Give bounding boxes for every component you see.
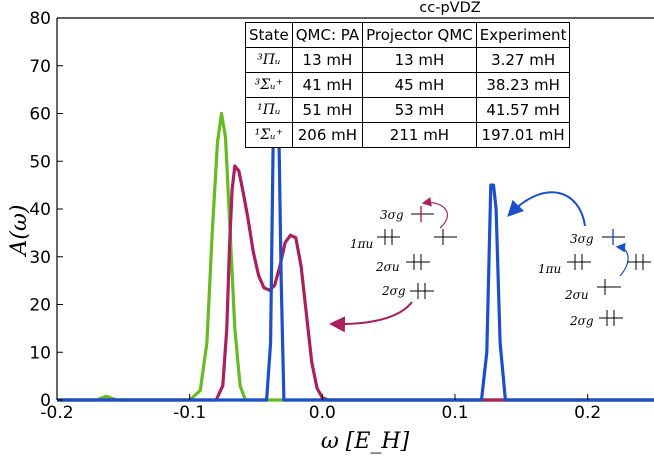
table-cell: 45 mH bbox=[362, 72, 477, 98]
table-cell: 197.01 mH bbox=[475, 122, 571, 148]
table-cell: 13 mH bbox=[362, 47, 477, 73]
table-row: ³Πᵤ 13 mH 13 mH 3.27 mH bbox=[245, 47, 571, 73]
orbital-diagram-left: 3σg 1πu 2σu 2σg bbox=[329, 197, 457, 333]
table-cell: 3.27 mH bbox=[475, 47, 571, 73]
table-cell-state: ³Σᵤ⁺ bbox=[245, 72, 293, 98]
right-diagram-arrow bbox=[507, 191, 586, 227]
table-cell: 13 mH bbox=[291, 47, 364, 73]
right-label-2sg: 2σg bbox=[569, 314, 594, 328]
left-diagram-arrow bbox=[329, 301, 413, 333]
y-tick-label: 60 bbox=[29, 105, 51, 125]
y-axis-label: A(ω) bbox=[7, 205, 32, 258]
right-label-3sg: 3σg bbox=[570, 232, 594, 246]
table-header: Experiment bbox=[475, 22, 571, 48]
ticks-layer: 0 10 20 30 40 50 60 70 80 -0.2 -0.1 0.0 0.1 0.2 bbox=[29, 9, 601, 423]
table-row: ¹Πᵤ 51 mH 53 mH 41.57 mH bbox=[245, 97, 571, 123]
energy-table: State QMC: PA Projector QMC Experiment ³… bbox=[245, 22, 571, 148]
table-cell-state: ³Πᵤ bbox=[245, 47, 293, 73]
table-cell: 51 mH bbox=[291, 97, 364, 123]
x-tick-label: -0.2 bbox=[40, 403, 73, 423]
right-excitation-arrow bbox=[615, 242, 629, 277]
left-label-1pu: 1πu bbox=[350, 237, 373, 251]
table-row: ¹Σᵤ⁺ 206 mH 211 mH 197.01 mH bbox=[245, 122, 571, 148]
table-cell: 206 mH bbox=[291, 122, 364, 148]
table-title: cc-pVDZ bbox=[419, 0, 481, 16]
table-cell: 41 mH bbox=[291, 72, 364, 98]
table-cell-state: ¹Πᵤ bbox=[245, 97, 293, 123]
table-cell: 53 mH bbox=[362, 97, 477, 123]
x-tick-label: -0.1 bbox=[173, 403, 206, 423]
table-cell-state: ¹Σᵤ⁺ bbox=[245, 122, 293, 148]
table-cell: 38.23 mH bbox=[475, 72, 571, 98]
right-label-1pu: 1πu bbox=[538, 262, 561, 276]
table-row: ³Σᵤ⁺ 41 mH 45 mH 38.23 mH bbox=[245, 72, 571, 98]
right-label-2su: 2σu bbox=[564, 288, 589, 302]
orbital-diagram-right: 3σg 1πu 2σu 2σg bbox=[507, 191, 651, 328]
series-line-1 bbox=[57, 164, 654, 402]
y-tick-label: 0 bbox=[40, 391, 51, 411]
left-excitation-arrow bbox=[421, 197, 448, 229]
table-header: State bbox=[245, 22, 293, 48]
x-axis-label: ω [E_H] bbox=[321, 429, 410, 454]
y-tick-label: 30 bbox=[29, 248, 51, 268]
series-line-0 bbox=[57, 111, 654, 402]
series-layer bbox=[57, 88, 654, 402]
table-header-row: State QMC: PA Projector QMC Experiment bbox=[245, 22, 571, 48]
table-header: Projector QMC bbox=[362, 22, 477, 48]
table-cell: 211 mH bbox=[362, 122, 477, 148]
y-tick-label: 50 bbox=[29, 152, 51, 172]
left-label-2sg: 2σg bbox=[381, 284, 406, 298]
y-tick-label: 70 bbox=[29, 57, 51, 77]
y-tick-label: 40 bbox=[29, 200, 51, 220]
y-tick-label: 20 bbox=[29, 296, 51, 316]
series-line-2 bbox=[57, 88, 654, 402]
y-tick-label: 10 bbox=[29, 343, 51, 363]
x-tick-label: 0.1 bbox=[441, 403, 468, 423]
table-header: QMC: PA bbox=[291, 22, 364, 48]
left-label-2su: 2σu bbox=[375, 260, 400, 274]
x-tick-label: 0.0 bbox=[309, 403, 336, 423]
x-tick-label: 0.2 bbox=[574, 403, 601, 423]
table-cell: 41.57 mH bbox=[475, 97, 571, 123]
y-tick-label: 80 bbox=[29, 9, 51, 29]
left-label-3sg: 3σg bbox=[380, 208, 404, 222]
